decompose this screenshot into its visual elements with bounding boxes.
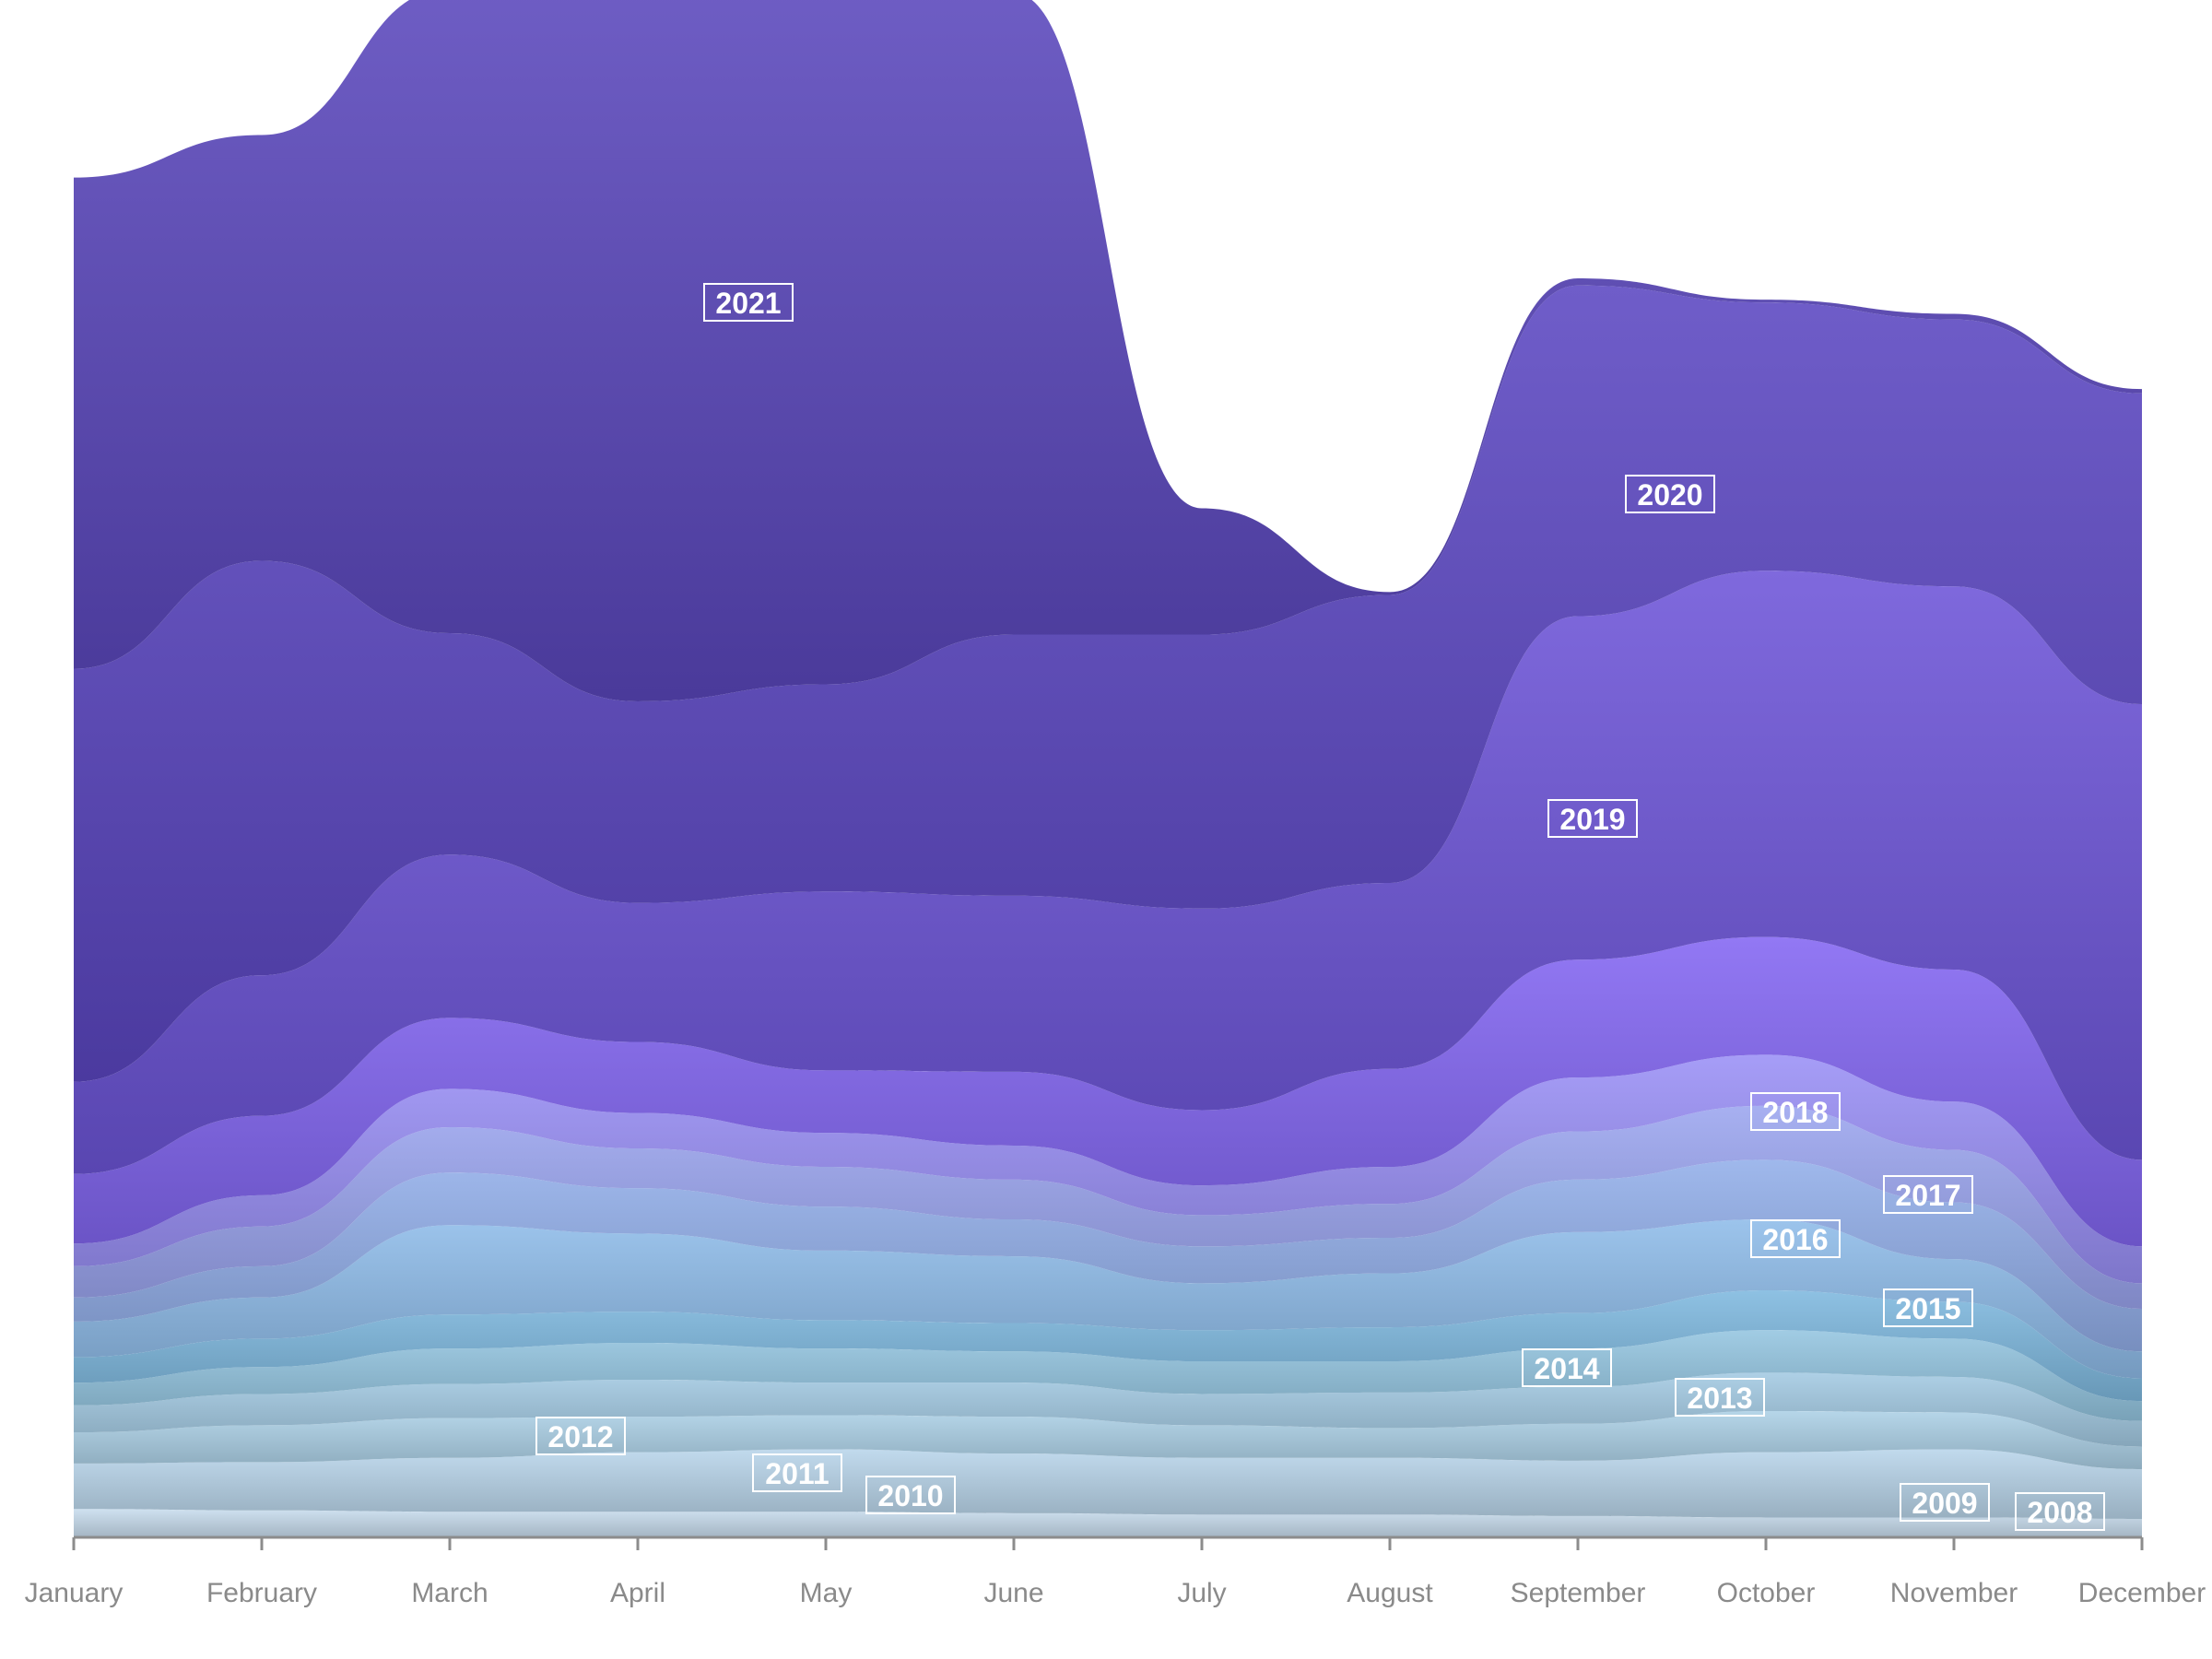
area-series-2008 — [74, 1509, 2142, 1537]
x-tick-label: November — [1890, 1578, 2018, 1608]
series-label-2015: 2015 — [1883, 1288, 1973, 1327]
series-label-2008: 2008 — [2015, 1492, 2105, 1531]
x-tick-label: April — [610, 1578, 665, 1608]
series-label-text: 2010 — [877, 1479, 943, 1512]
x-axis: January February March April May June July Augu… — [25, 1535, 2206, 1608]
series-label-box — [1675, 1378, 1765, 1417]
area-series-2015 — [74, 1159, 2142, 1352]
series-label-text: 2016 — [1762, 1223, 1828, 1256]
area-series-2018 — [74, 936, 2142, 1247]
area-series-2012 — [74, 1330, 2142, 1421]
series-label-2021: 2021 — [703, 283, 794, 322]
area-series-2019 — [74, 571, 2142, 1174]
series-label-box — [703, 283, 794, 322]
series-label-2020: 2020 — [1625, 475, 1715, 513]
series-label-box — [1750, 1092, 1841, 1131]
series-label-text: 2015 — [1895, 1292, 1960, 1325]
series-label-text: 2014 — [1534, 1352, 1599, 1385]
series-label-box — [1883, 1288, 1973, 1327]
series-label-2010: 2010 — [865, 1476, 956, 1514]
series-label-2014: 2014 — [1522, 1348, 1612, 1387]
areas-layer — [74, 0, 2142, 1537]
series-label-2017: 2017 — [1883, 1175, 1973, 1214]
series-label-box — [1750, 1219, 1841, 1258]
area-series-2013 — [74, 1290, 2142, 1402]
series-label-text: 2018 — [1762, 1096, 1828, 1129]
x-tick-label: September — [1511, 1578, 1646, 1608]
series-label-box — [1883, 1175, 1973, 1214]
x-tick-label: August — [1347, 1578, 1433, 1608]
area-series-2009 — [74, 1449, 2142, 1519]
area-series-2016 — [74, 1105, 2142, 1310]
series-label-2012: 2012 — [535, 1417, 626, 1455]
series-label-text: 2011 — [765, 1457, 829, 1490]
series-label-text: 2013 — [1687, 1382, 1752, 1415]
series-label-2019: 2019 — [1547, 799, 1638, 838]
series-label-text: 2012 — [547, 1420, 613, 1453]
x-tick-label: March — [411, 1578, 488, 1608]
series-label-box — [865, 1476, 956, 1514]
series-label-2009: 2009 — [1900, 1483, 1990, 1522]
x-tick-label: May — [800, 1578, 853, 1608]
area-series-2011 — [74, 1372, 2142, 1447]
series-label-box — [2015, 1492, 2105, 1531]
series-label-2013: 2013 — [1675, 1378, 1765, 1417]
x-tick-label: February — [206, 1578, 317, 1608]
series-label-box — [752, 1453, 842, 1492]
series-label-box — [1522, 1348, 1612, 1387]
series-label-box — [1547, 799, 1638, 838]
area-series-2017 — [74, 1054, 2142, 1284]
series-label-box — [1625, 475, 1715, 513]
x-tick-label: January — [25, 1578, 124, 1608]
series-label-2018: 2018 — [1750, 1092, 1841, 1131]
x-tick-label: October — [1717, 1578, 1816, 1608]
series-label-box — [535, 1417, 626, 1455]
series-label-2016: 2016 — [1750, 1219, 1841, 1258]
x-tick-label: December — [2078, 1578, 2206, 1608]
series-label-box — [1900, 1483, 1990, 1522]
series-label-text: 2019 — [1559, 803, 1625, 836]
series-label-text: 2008 — [2027, 1496, 2092, 1529]
series-label-2011: 2011 — [752, 1453, 842, 1492]
x-tick-label: June — [983, 1578, 1043, 1608]
series-label-text: 2020 — [1637, 478, 1702, 512]
series-label-text: 2017 — [1895, 1179, 1960, 1212]
x-tick-label: July — [1177, 1578, 1226, 1608]
area-series-2014 — [74, 1219, 2142, 1379]
series-labels: 2021 2020 2019 2018 2017 2016 2015 2014 2013 2012… — [535, 283, 2105, 1531]
area-series-2010 — [74, 1410, 2142, 1470]
area-series-2021 — [74, 0, 2142, 701]
series-label-text: 2009 — [1912, 1487, 1977, 1520]
series-label-text: 2021 — [715, 287, 781, 320]
